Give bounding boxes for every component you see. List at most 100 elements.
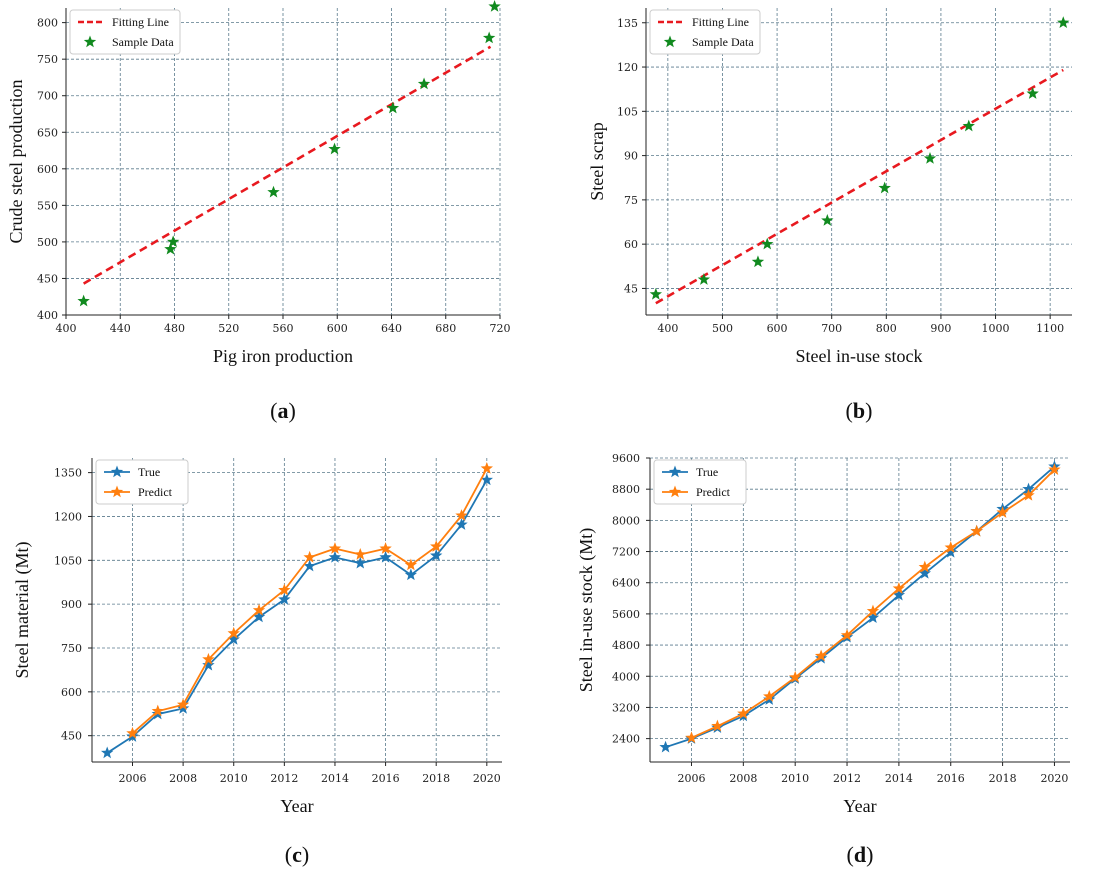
chart-panel-c: 2006 2008 2010 2012 2014 2016 2018 2020 450 600 75… [12, 458, 502, 867]
panel-label: (a) [270, 398, 296, 423]
sample-data-point [1026, 87, 1039, 99]
x-axis-label: Pig iron production [213, 346, 353, 366]
legend-label: Sample Data [692, 35, 754, 49]
x-tick-label: 2012 [270, 772, 298, 785]
sample-data-point [649, 287, 663, 300]
y-axis-label: Steel in-use stock (Mt) [576, 528, 597, 692]
sample-data-point [482, 31, 496, 44]
sample-data-point [923, 152, 937, 164]
series-point-predict [227, 626, 240, 639]
x-tick-label: 1100 [1036, 322, 1064, 335]
series-line-true [665, 465, 1056, 749]
series-point-true [227, 633, 240, 645]
series-point-true [303, 559, 316, 572]
legend-label: Predict [696, 485, 731, 499]
x-tick-label: 500 [712, 322, 733, 335]
series-point-true [455, 518, 468, 530]
series-point-true [430, 549, 443, 561]
series-point-predict [892, 582, 906, 594]
series-point-predict [126, 726, 139, 739]
legend: Fitting Line Sample Data [69, 9, 181, 55]
series-point-predict [970, 524, 983, 537]
x-tick-label: 2020 [473, 772, 501, 785]
x-tick-label: 2016 [937, 772, 965, 785]
x-tick-label: 2014 [321, 772, 349, 785]
x-tick-label: 2012 [833, 772, 861, 785]
sample-data-point [267, 185, 280, 198]
series-point-true [379, 550, 392, 563]
series-point-true [252, 610, 266, 623]
series-point-true [918, 566, 931, 579]
legend-star-icon [83, 35, 97, 48]
series-point-true [101, 746, 114, 759]
y-tick-label: 90 [624, 150, 638, 163]
legend-star-icon [110, 485, 124, 498]
x-tick-label: 900 [930, 322, 951, 335]
legend: Fitting Line Sample Data [649, 9, 761, 55]
panel-label: (c) [285, 842, 309, 867]
sample-data-point [164, 242, 177, 255]
legend-star-icon [110, 465, 124, 478]
y-tick-label: 650 [37, 126, 58, 139]
y-axis-label: Crude steel production [6, 80, 26, 244]
x-tick-label: 2008 [169, 772, 197, 785]
panel-label: (d) [847, 842, 874, 867]
y-tick-label: 750 [37, 53, 58, 66]
x-tick-label: 1000 [982, 322, 1010, 335]
x-tick-label: 440 [110, 322, 131, 335]
sample-data-point [751, 255, 765, 268]
x-tick-label: 600 [767, 322, 788, 335]
x-tick-label: 640 [381, 322, 402, 335]
x-tick-label: 2010 [220, 772, 248, 785]
sample-data-point [166, 235, 180, 248]
series-point-predict [840, 628, 854, 641]
series-point-true [892, 588, 906, 601]
y-tick-label: 450 [37, 272, 58, 285]
x-axis-label: Year [280, 796, 313, 816]
x-tick-label: 480 [164, 322, 185, 335]
series-point-true [278, 592, 291, 605]
chart-panel-b: 400 500 600 700 800 900 1000 1100 45 60 75 90 105 120… [587, 8, 1072, 423]
y-tick-label: 6400 [612, 577, 640, 590]
x-tick-label: 520 [218, 322, 239, 335]
series-point-true [944, 545, 957, 558]
y-tick-label: 75 [624, 194, 638, 207]
x-tick-label: 400 [56, 322, 77, 335]
y-tick-label: 4800 [612, 639, 640, 652]
y-tick-label: 550 [37, 199, 58, 212]
y-tick-label: 135 [617, 17, 638, 30]
sample-data-point [962, 119, 975, 132]
sample-data-point [417, 77, 431, 90]
sample-data-point [1057, 16, 1070, 29]
sample-data-point [697, 273, 711, 285]
sample-data-point [821, 214, 834, 226]
y-tick-label: 1350 [54, 467, 82, 480]
y-tick-label: 800 [37, 17, 58, 30]
legend: True Predict [95, 459, 189, 505]
legend-star-icon [668, 465, 682, 478]
series-point-true [354, 556, 367, 569]
y-tick-label: 8800 [612, 483, 640, 496]
sample-data-point [386, 101, 400, 114]
x-tick-label: 2008 [729, 772, 757, 785]
series-point-predict [480, 462, 493, 474]
y-tick-label: 1200 [54, 510, 82, 523]
x-tick-label: 2018 [989, 772, 1017, 785]
y-tick-label: 450 [61, 730, 82, 743]
series-point-predict [996, 506, 1009, 518]
sample-data-point [328, 142, 341, 155]
series-point-predict [814, 649, 828, 662]
series-point-predict [278, 583, 291, 596]
series-point-predict [1022, 488, 1035, 501]
series-point-predict [711, 719, 724, 732]
x-tick-label: 2020 [1040, 772, 1068, 785]
y-tick-label: 700 [37, 90, 58, 103]
series-line-true [106, 479, 488, 754]
y-tick-label: 5600 [612, 608, 640, 621]
x-tick-label: 560 [273, 322, 294, 335]
y-tick-label: 900 [61, 598, 82, 611]
panel-label: (b) [846, 398, 873, 423]
y-tick-label: 3200 [612, 701, 640, 714]
series-point-true [404, 568, 418, 581]
